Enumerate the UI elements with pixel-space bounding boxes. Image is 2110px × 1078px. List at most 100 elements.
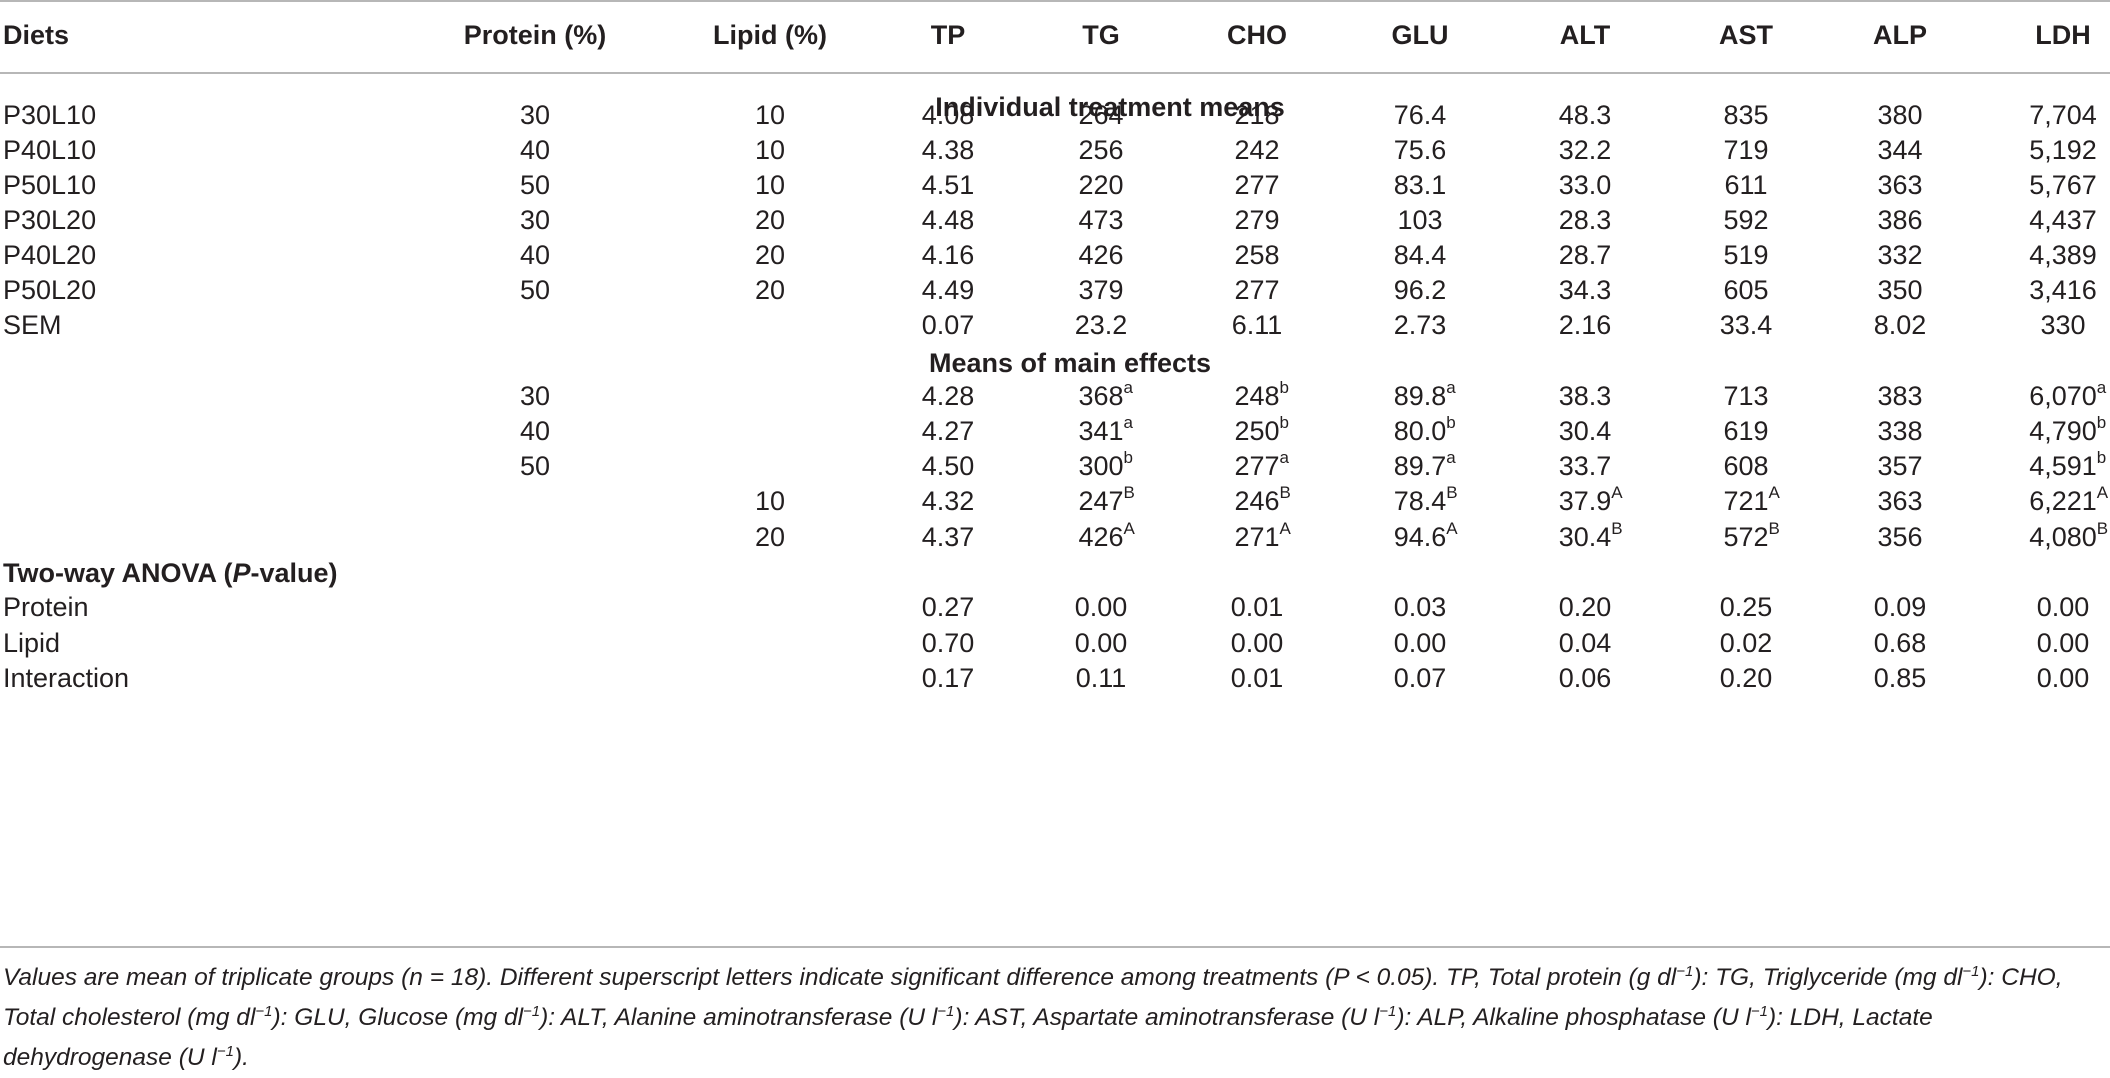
unit-exponent: −1 (1962, 962, 1980, 980)
lipid-value: 10 (754, 170, 786, 200)
significance-superscript: B (1611, 519, 1623, 538)
footnote-text: ): CHO, Total cholesterol (mg dl (3, 964, 2063, 1031)
col-header-diets: Diets (3, 20, 70, 50)
value-tg: 264 (1078, 100, 1124, 130)
significance-superscript: b (1279, 378, 1289, 397)
value-alp: 332 (1877, 240, 1923, 270)
significance-superscript: B (1123, 483, 1135, 502)
col-header-cho: CHO (1227, 20, 1287, 50)
p-value-cho: 0.00 (1230, 628, 1284, 658)
value-tp: 4.28 (921, 381, 975, 411)
value-tg: 473 (1078, 205, 1124, 235)
significance-superscript: a (1446, 448, 1456, 467)
p-value-alt: 0.20 (1558, 592, 1612, 622)
value-alt: 30.4 (1558, 416, 1612, 446)
value-tp: 0.07 (921, 310, 975, 340)
value-tp: 4.16 (921, 240, 975, 270)
main-effect-protein-level: 30 (519, 381, 551, 411)
anova-row-label-protein: Protein (3, 592, 89, 622)
footnote-text: ): LDH, Lactate dehydrogenase (U l (3, 1004, 1933, 1071)
value-glu: 89.7a (1393, 448, 1456, 481)
value-tg: 426 (1078, 240, 1124, 270)
value-alp: 363 (1877, 486, 1923, 516)
table-bottom-rule (0, 946, 2110, 948)
value-alt: 34.3 (1558, 275, 1612, 305)
p-value-glu: 0.07 (1393, 663, 1447, 693)
significance-superscript: a (1279, 448, 1289, 467)
p-value-tp: 0.17 (921, 663, 975, 693)
value-cho: 250b (1234, 413, 1289, 446)
significance-superscript: A (1768, 483, 1780, 502)
p-value-cho: 0.01 (1230, 592, 1284, 622)
p-value-alp: 0.85 (1873, 663, 1927, 693)
col-header-alt: ALT (1559, 20, 1611, 50)
row-label-p30l20: P30L20 (3, 205, 97, 235)
table-header-rule (0, 72, 2110, 74)
footnote-text: ): TG, Triglyceride (mg dl (1693, 964, 1963, 991)
lipid-value: 10 (754, 100, 786, 130)
value-glu: 75.6 (1393, 135, 1447, 165)
value-glu: 2.73 (1393, 310, 1447, 340)
value-alp: 8.02 (1873, 310, 1927, 340)
value-alp: 383 (1877, 381, 1923, 411)
col-header-tg: TG (1082, 20, 1120, 50)
table-top-rule (0, 0, 2110, 2)
col-header-lipid: Lipid (%) (713, 20, 827, 50)
value-cho: 258 (1234, 240, 1280, 270)
value-alt: 28.7 (1558, 240, 1612, 270)
p-value-tg: 0.00 (1074, 628, 1128, 658)
significance-superscript: a (1123, 413, 1133, 432)
p-value-ldh: 0.00 (2036, 628, 2090, 658)
significance-superscript: b (2096, 413, 2107, 432)
value-tp: 4.32 (921, 486, 975, 516)
value-alt: 38.3 (1558, 381, 1612, 411)
value-cho: 6.11 (1231, 310, 1283, 340)
value-ldh: 4,389 (2029, 240, 2097, 270)
anova-row-label-lipid: Lipid (3, 628, 61, 658)
col-header-alp: ALP (1873, 20, 1927, 50)
value-alp: 357 (1877, 451, 1923, 481)
lipid-value: 20 (754, 205, 786, 235)
unit-exponent: −1 (1750, 1002, 1769, 1020)
significance-superscript: A (2096, 483, 2109, 502)
significance-superscript: b (2096, 448, 2107, 467)
value-tp: 4.48 (921, 205, 975, 235)
value-tg: 247B (1078, 483, 1135, 516)
significance-superscript: A (1123, 519, 1135, 538)
value-cho: 279 (1234, 205, 1280, 235)
value-ldh: 6,221A (2029, 483, 2109, 516)
value-ldh: 4,591b (2029, 448, 2107, 481)
value-glu: 76.4 (1393, 100, 1447, 130)
value-tg: 300b (1078, 448, 1133, 481)
value-cho: 277a (1234, 448, 1289, 481)
protein-value: 30 (519, 100, 551, 130)
unit-exponent: −1 (1379, 1002, 1397, 1020)
value-alt: 2.16 (1558, 310, 1612, 340)
value-tp: 4.08 (921, 100, 975, 130)
significance-superscript: A (1279, 519, 1291, 538)
value-alt: 28.3 (1558, 205, 1612, 235)
value-glu: 78.4B (1393, 483, 1458, 516)
value-alp: 380 (1877, 100, 1923, 130)
row-label-p50l20: P50L20 (3, 275, 97, 305)
p-value-ldh: 0.00 (2036, 592, 2090, 622)
main-effect-lipid-level: 10 (754, 486, 786, 516)
value-glu: 83.1 (1393, 170, 1447, 200)
p-value-alp: 0.68 (1873, 628, 1927, 658)
col-header-ldh: LDH (2035, 20, 2091, 50)
value-tp: 4.49 (921, 275, 975, 305)
row-label-p40l20: P40L20 (3, 240, 97, 270)
value-ast: 611 (1724, 170, 1768, 200)
value-ldh: 7,704 (2029, 100, 2097, 130)
value-tp: 4.50 (921, 451, 975, 481)
value-alt: 48.3 (1558, 100, 1612, 130)
significance-superscript: a (2096, 378, 2107, 397)
value-ast: 592 (1723, 205, 1769, 235)
unit-exponent: −1 (937, 1002, 955, 1020)
value-ldh: 4,437 (2029, 205, 2097, 235)
value-cho: 242 (1234, 135, 1280, 165)
section-title-main-effects: Means of main effects (928, 348, 1212, 378)
value-ldh: 5,192 (2029, 135, 2097, 165)
p-value-ast: 0.02 (1719, 628, 1773, 658)
value-glu: 94.6A (1393, 519, 1458, 552)
